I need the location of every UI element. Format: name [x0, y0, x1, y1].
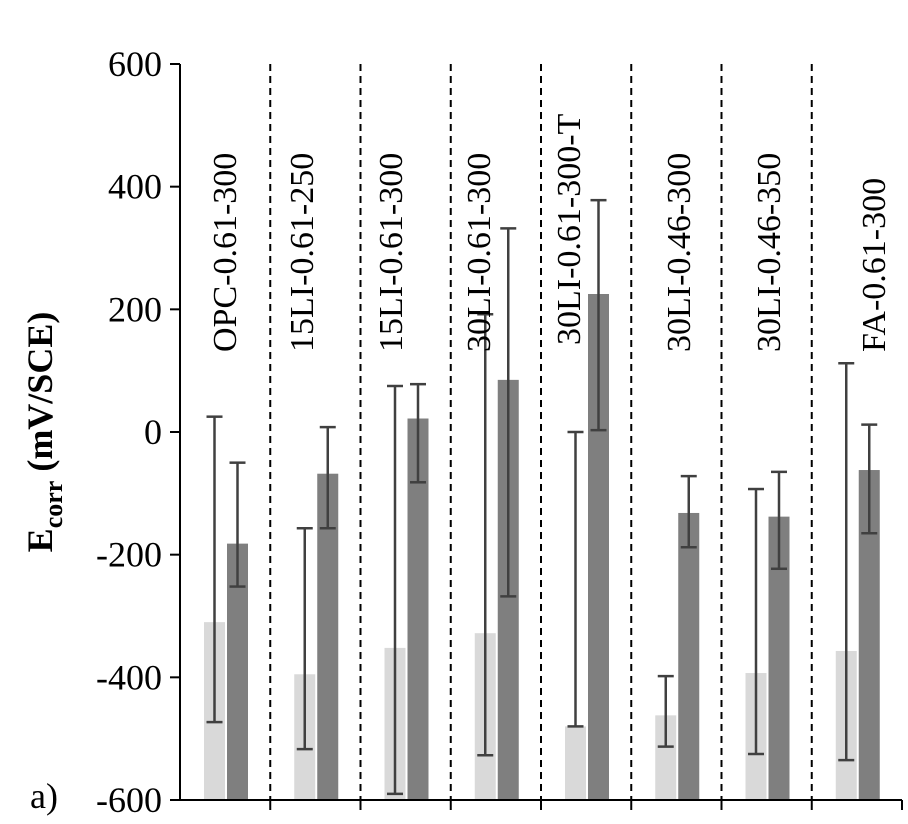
category-separators [269, 64, 813, 800]
y-axis-label-unit: (mV/SCE) [20, 312, 60, 481]
panel-label: a) [30, 776, 58, 816]
category-label: 15LI-0.61-300 [373, 153, 410, 352]
y-ticks: 600 400 200 0 -200 -400 -600 [96, 44, 903, 820]
bar [858, 470, 880, 800]
category-label: OPC-0.61-300 [207, 153, 244, 352]
y-tick-label: 400 [108, 167, 162, 207]
bar [768, 516, 790, 800]
bar [588, 294, 609, 800]
category-label: 30LI-0.46-300 [661, 153, 698, 352]
category-label: 15LI-0.61-250 [284, 153, 321, 352]
y-tick-label: 600 [108, 44, 162, 84]
category-label: 30LI-0.61-300-T [551, 113, 588, 345]
y-tick-label: -400 [96, 657, 162, 697]
category-labels: OPC-0.61-300 15LI-0.61-250 15LI-0.61-300 30… [207, 113, 893, 352]
category-label: 30LI-0.46-350 [751, 153, 788, 352]
y-axis-label: Ecorr (mV/SCE) [20, 312, 68, 553]
error-bars [206, 198, 878, 796]
y-tick-label: -200 [96, 535, 162, 575]
bar [565, 726, 586, 800]
category-label: 30LI-0.61-300 [461, 153, 498, 352]
y-axis-label-main: E [20, 528, 60, 552]
bar [407, 418, 429, 800]
bar [655, 715, 677, 800]
bars [204, 294, 880, 800]
bar [317, 473, 339, 800]
y-axis-label-subscript: corr [39, 481, 68, 529]
category-label: FA-0.61-300 [856, 178, 893, 352]
y-tick-label: 0 [144, 412, 162, 452]
y-tick-label: 200 [108, 289, 162, 329]
svg-text:Ecorr (mV/SCE): Ecorr (mV/SCE) [20, 312, 68, 553]
bar [227, 543, 248, 800]
bar [678, 512, 700, 800]
y-tick-label: -600 [96, 780, 162, 820]
